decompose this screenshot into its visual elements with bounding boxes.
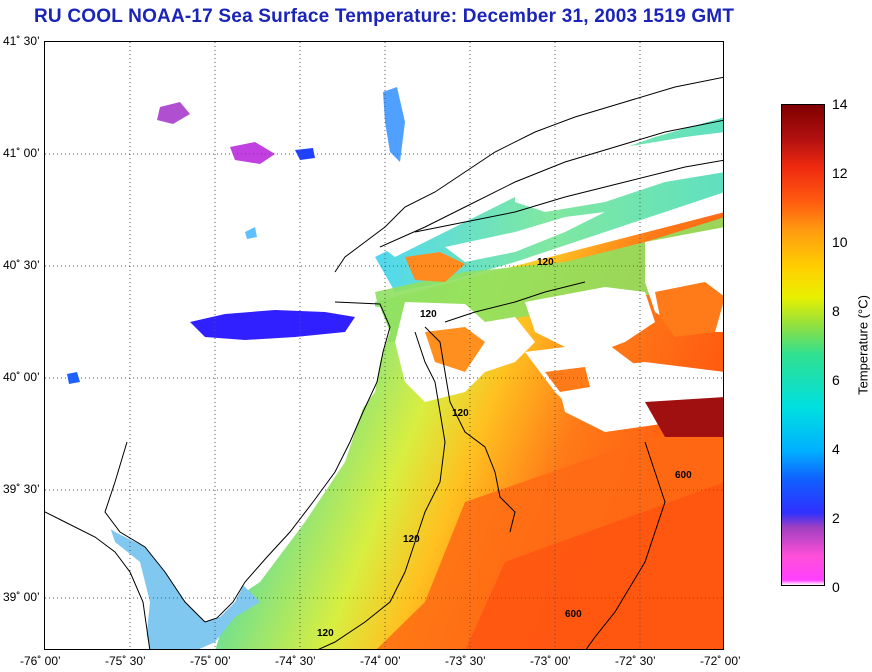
lon-label-73-00: -73˚ 00’: [530, 654, 571, 668]
depth-contours: [318, 281, 666, 649]
warm-eddy-4: [545, 367, 590, 392]
coastlines: [45, 76, 723, 649]
contour-label-600-b: 600: [565, 609, 582, 620]
warm-eddy-5: [655, 282, 723, 337]
contour-label-600-a: 600: [675, 470, 692, 481]
lon-label-72-30: -72˚ 30’: [615, 654, 656, 668]
lon-label-74-30: -74˚ 30’: [275, 654, 316, 668]
lat-label-40-00: 40˚ 00’: [3, 370, 40, 384]
inland-water-1: [383, 87, 405, 162]
lon-label-75-00: -75˚ 00’: [190, 654, 231, 668]
warm-water-band-south: [465, 482, 723, 649]
sst-map-canvas: 120 120 120 120 120 600 600: [45, 42, 723, 649]
colorbar-tick-12: 12: [832, 165, 848, 181]
warm-eddy-1: [405, 252, 465, 282]
lon-label-74-00: -74˚ 00’: [360, 654, 401, 668]
lat-label-40-30: 40˚ 30’: [3, 258, 40, 272]
cloud-offshore-mid: [525, 287, 655, 357]
land-long-island: [375, 97, 723, 257]
lon-label-73-30: -73˚ 30’: [445, 654, 486, 668]
colorbar-label: Temperature (°C): [855, 295, 871, 395]
land-delmarva: [45, 512, 150, 649]
cloud-north-inlet: [445, 212, 605, 262]
contour-label-120-e: 120: [317, 628, 334, 639]
lat-label-41-00: 41˚ 00’: [3, 146, 40, 160]
cloud-coast-north: [485, 72, 723, 142]
contour-label-120-b: 120: [537, 257, 554, 268]
colorbar-tick-14: 14: [832, 96, 848, 112]
contour-label-120-a: 120: [420, 309, 437, 320]
lat-label-39-00: 39˚ 00’: [3, 590, 40, 604]
lon-label-75-30: -75˚ 30’: [105, 654, 146, 668]
colorbar-tick-10: 10: [832, 234, 848, 250]
warm-eddy-2: [645, 397, 723, 437]
lon-label-76-00: -76˚ 00’: [20, 654, 61, 668]
cold-patch-2: [230, 142, 275, 164]
colorbar-tick-4: 4: [832, 441, 840, 457]
colorbar-tick-8: 8: [832, 303, 840, 319]
sst-map[interactable]: 120 120 120 120 120 600 600: [44, 41, 724, 650]
cold-patch-1: [157, 102, 190, 124]
temperature-colorbar: [781, 104, 825, 586]
map-title: RU COOL NOAA-17 Sea Surface Temperature:…: [34, 6, 735, 27]
lon-label-72-00: -72˚ 00’: [700, 654, 741, 668]
colorbar-tick-6: 6: [832, 372, 840, 388]
contour-label-120-d: 120: [403, 534, 420, 545]
lat-label-41-30: 41˚ 30’: [3, 34, 40, 48]
cold-patch-4: [190, 310, 355, 340]
inland-water-2: [245, 227, 257, 239]
colorbar-tick-2: 2: [832, 510, 840, 526]
colorbar-tick-0: 0: [832, 579, 840, 595]
lat-label-39-30: 39˚ 30’: [3, 482, 40, 496]
cloud-long-island-band: [515, 132, 723, 212]
contour-label-120-c: 120: [452, 408, 469, 419]
